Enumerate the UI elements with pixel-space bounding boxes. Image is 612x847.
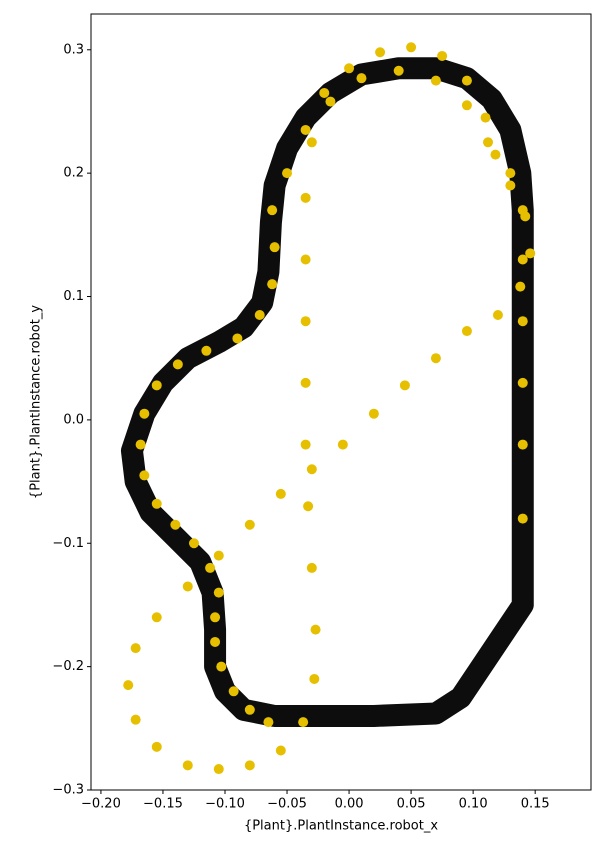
scatter-point: [515, 281, 526, 292]
scatter-point: [263, 717, 274, 728]
scatter-point: [151, 612, 162, 623]
scatter-point: [182, 760, 193, 771]
scatter-point: [172, 359, 183, 370]
scatter-point: [210, 612, 221, 623]
scatter-point: [130, 643, 141, 654]
scatter-point: [267, 205, 278, 216]
scatter-point: [244, 519, 255, 530]
x-tick-label: 0.15: [521, 797, 550, 812]
scatter-point: [244, 704, 255, 715]
scatter-point: [406, 42, 417, 53]
scatter-point: [306, 464, 317, 475]
scatter-point: [344, 63, 355, 74]
x-tick-label: −0.15: [143, 797, 183, 812]
scatter-point: [232, 333, 243, 344]
scatter-point: [139, 470, 150, 481]
x-axis-label: {Plant}.PlantInstance.robot_x: [244, 819, 438, 834]
x-tick-label: −0.10: [205, 797, 245, 812]
scatter-point: [201, 345, 212, 356]
scatter-point: [492, 310, 503, 321]
scatter-point: [151, 380, 162, 391]
scatter-point: [461, 75, 472, 86]
scatter-point: [525, 248, 536, 259]
y-tick-label: 0.2: [63, 166, 84, 181]
plot-frame: [90, 13, 592, 791]
scatter-point: [244, 760, 255, 771]
scatter-point: [300, 192, 311, 203]
scatter-point: [170, 519, 181, 530]
scatter-point: [228, 686, 239, 697]
scatter-point: [282, 168, 293, 179]
scatter-point: [505, 168, 516, 179]
scatter-point: [300, 377, 311, 388]
scatter-point: [517, 439, 528, 450]
scatter-point: [306, 562, 317, 573]
scatter-point: [505, 180, 516, 191]
x-tick-label: 0.05: [397, 797, 426, 812]
scatter-point: [139, 408, 150, 419]
scatter-point: [210, 636, 221, 647]
scatter-point: [490, 149, 501, 160]
y-tick-label: −0.3: [52, 783, 84, 798]
x-tick-label: −0.20: [81, 797, 121, 812]
scatter-point: [269, 242, 280, 253]
scatter-point: [517, 254, 528, 265]
scatter-point: [213, 587, 224, 598]
scatter-point: [300, 124, 311, 135]
scatter-point: [517, 377, 528, 388]
scatter-point: [298, 717, 309, 728]
scatter-point: [267, 279, 278, 290]
scatter-point: [399, 380, 410, 391]
scatter-point: [517, 513, 528, 524]
y-tick-label: 0.3: [63, 42, 84, 57]
y-axis-label: {Plant}.PlantInstance.robot_y: [29, 305, 44, 499]
scatter-point: [356, 73, 367, 84]
y-tick-label: 0.0: [63, 412, 84, 427]
scatter-point: [337, 439, 348, 450]
scatter-point: [151, 498, 162, 509]
scatter-point: [130, 714, 141, 725]
scatter-point: [300, 316, 311, 327]
scatter-point: [393, 65, 404, 76]
scatter-point: [483, 137, 494, 148]
scatter-point: [461, 100, 472, 111]
scatter-point: [216, 661, 227, 672]
x-tick-label: 0.00: [335, 797, 364, 812]
scatter-point: [430, 353, 441, 364]
scatter-point: [300, 439, 311, 450]
scatter-point: [375, 47, 386, 58]
y-tick-label: −0.2: [52, 659, 84, 674]
scatter-point: [517, 205, 528, 216]
scatter-point: [300, 254, 311, 265]
scatter-point: [319, 87, 330, 98]
x-tick-label: 0.10: [459, 797, 488, 812]
y-tick-label: 0.1: [63, 289, 84, 304]
scatter-point: [437, 50, 448, 61]
scatter-point: [517, 316, 528, 327]
scatter-point: [213, 550, 224, 561]
track-line: [120, 57, 534, 727]
scatter-point: [275, 488, 286, 499]
scatter-point: [275, 745, 286, 756]
scatter-point: [254, 310, 265, 321]
scatter-point: [182, 581, 193, 592]
scatter-point: [135, 439, 146, 450]
scatter-point: [309, 673, 320, 684]
scatter-point: [430, 75, 441, 86]
scatter-point: [480, 112, 491, 123]
scatter-point: [461, 326, 472, 337]
x-tick-label: −0.05: [267, 797, 307, 812]
scatter-point: [213, 764, 224, 775]
scatter-point: [188, 538, 199, 549]
scatter-point: [123, 680, 134, 691]
scatter-point: [151, 741, 162, 752]
y-tick-label: −0.1: [52, 536, 84, 551]
scatter-point: [303, 501, 314, 512]
scatter-point: [205, 562, 216, 573]
scatter-point: [368, 408, 379, 419]
scatter-point: [310, 624, 321, 635]
scatter-point: [306, 137, 317, 148]
scatter-point: [325, 96, 336, 107]
